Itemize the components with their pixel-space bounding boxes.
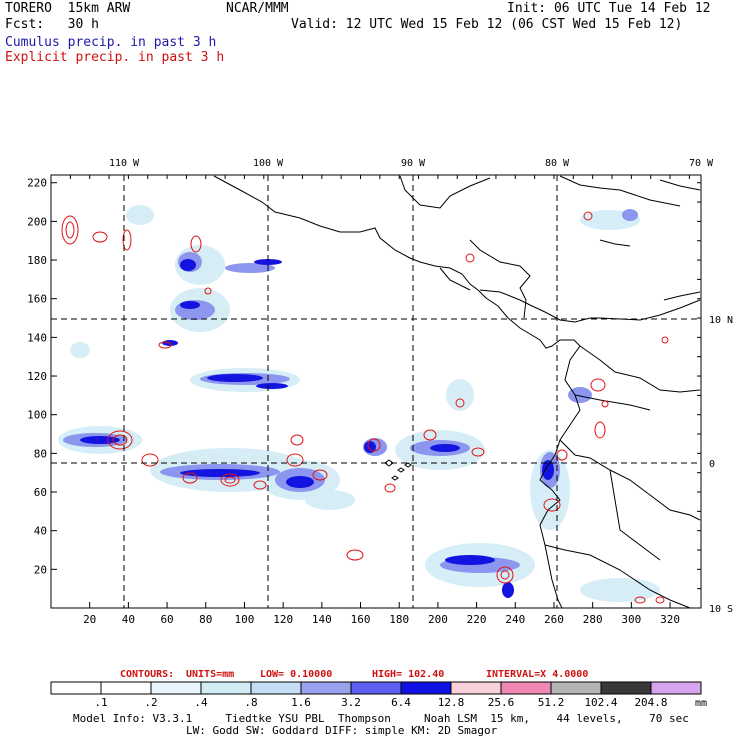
y-tick-label: 60: [34, 486, 47, 499]
colorbar-bin: [50, 681, 102, 695]
org-label: NCAR/MMM: [226, 1, 289, 16]
lat-lon-grid: [51, 175, 701, 608]
latitude-label: 10 N: [709, 315, 733, 326]
colorbar-bin: [400, 681, 452, 695]
x-tick-label: 60: [160, 613, 173, 626]
colorbar-bin: [650, 681, 702, 695]
x-tick-label: 300: [621, 613, 641, 626]
longitude-label: 100 W: [253, 158, 284, 169]
colorbar-label: 102.4: [584, 696, 617, 709]
colorbar-label: .4: [194, 696, 208, 709]
colorbar-bin: [250, 681, 302, 695]
longitude-label: 70 W: [689, 158, 714, 169]
x-tick-label: 320: [660, 613, 680, 626]
contour-info: CONTOURS: UNITS=mm LOW= 0.10000 HIGH= 10…: [120, 669, 588, 680]
field-explicit-label: Explicit precip. in past 3 h: [5, 50, 225, 65]
contour-units: UNITS=mm: [186, 669, 234, 680]
x-tick-label: 160: [351, 613, 371, 626]
colorbar-bin: [200, 681, 252, 695]
valid-time: Valid: 12 UTC Wed 15 Feb 12 (06 CST Wed …: [291, 17, 683, 32]
contour-interval: INTERVAL=X 4.0000: [486, 669, 588, 680]
model-info-line2: LW: Godd SW: Goddard DIFF: simple KM: 2D…: [186, 724, 498, 737]
latitude-label: 10 S: [709, 604, 733, 615]
colorbar-bin: [550, 681, 602, 695]
x-tick-label: 180: [389, 613, 409, 626]
colorbar-label: 6.4: [391, 696, 411, 709]
colorbar-label: 25.6: [488, 696, 515, 709]
colorbar-label: 12.8: [438, 696, 465, 709]
y-tick-label: 80: [34, 447, 47, 460]
longitude-label: 110 W: [109, 158, 140, 169]
contour-high: HIGH= 102.40: [372, 669, 444, 680]
colorbar-label: 204.8: [634, 696, 667, 709]
x-tick-label: 40: [122, 613, 135, 626]
colorbar-bin: [100, 681, 152, 695]
colorbar-bin: [150, 681, 202, 695]
x-tick-label: 20: [83, 613, 96, 626]
coastlines: [213, 175, 701, 608]
colorbar: .1.2.4.8 1.6 3.2 6.4 12.8 25.6 51.2 102.4 204.8 …: [50, 681, 707, 709]
x-tick-label: 120: [273, 613, 293, 626]
x-tick-label: 240: [505, 613, 525, 626]
colorbar-label: 3.2: [341, 696, 361, 709]
colorbar-bin: [450, 681, 502, 695]
colorbar-label: .2: [144, 696, 157, 709]
model-title: TORERO 15km ARW: [5, 1, 131, 16]
colorbar-label: 1.6: [291, 696, 311, 709]
y-tick-label: 220: [27, 177, 47, 190]
y-tick-label: 20: [34, 563, 47, 576]
x-tick-label: 140: [312, 613, 332, 626]
x-tick-label: 200: [428, 613, 448, 626]
y-tick-label: 200: [27, 215, 47, 228]
cumulus-precip-areas: [58, 205, 660, 602]
colorbar-bin: [500, 681, 552, 695]
y-tick-label: 160: [27, 293, 47, 306]
forecast-hour: Fcst: 30 h: [5, 17, 99, 32]
longitude-label: 80 W: [545, 158, 570, 169]
explicit-precip-contours: [61, 211, 669, 604]
field-cumulus-label: Cumulus precip. in past 3 h: [5, 35, 217, 50]
colorbar-label: .8: [244, 696, 257, 709]
colorbar-bin: [300, 681, 352, 695]
x-tick-label: 220: [467, 613, 487, 626]
y-tick-label: 100: [27, 409, 47, 422]
y-tick-label: 40: [34, 525, 47, 538]
y-tick-label: 180: [27, 254, 47, 267]
colorbar-label: 51.2: [538, 696, 565, 709]
colorbar-bin: [350, 681, 402, 695]
colorbar-bin: [600, 681, 652, 695]
model-info-line1: Model Info: V3.3.1 Tiedtke YSU PBL Thomp…: [73, 712, 689, 725]
contour-label: CONTOURS:: [120, 669, 174, 680]
colorbar-label: .1: [94, 696, 107, 709]
x-tick-label: 100: [235, 613, 255, 626]
x-tick-label: 80: [199, 613, 212, 626]
init-time: Init: 06 UTC Tue 14 Feb 12: [507, 1, 711, 16]
colorbar-unit: mm: [695, 698, 707, 709]
x-tick-label: 260: [544, 613, 564, 626]
contour-low: LOW= 0.10000: [260, 669, 332, 680]
y-tick-label: 140: [27, 331, 47, 344]
map-frame: [50, 174, 702, 609]
longitude-label: 90 W: [401, 158, 426, 169]
y-tick-label: 120: [27, 370, 47, 383]
x-tick-label: 280: [583, 613, 603, 626]
latitude-label: 0: [709, 459, 715, 470]
